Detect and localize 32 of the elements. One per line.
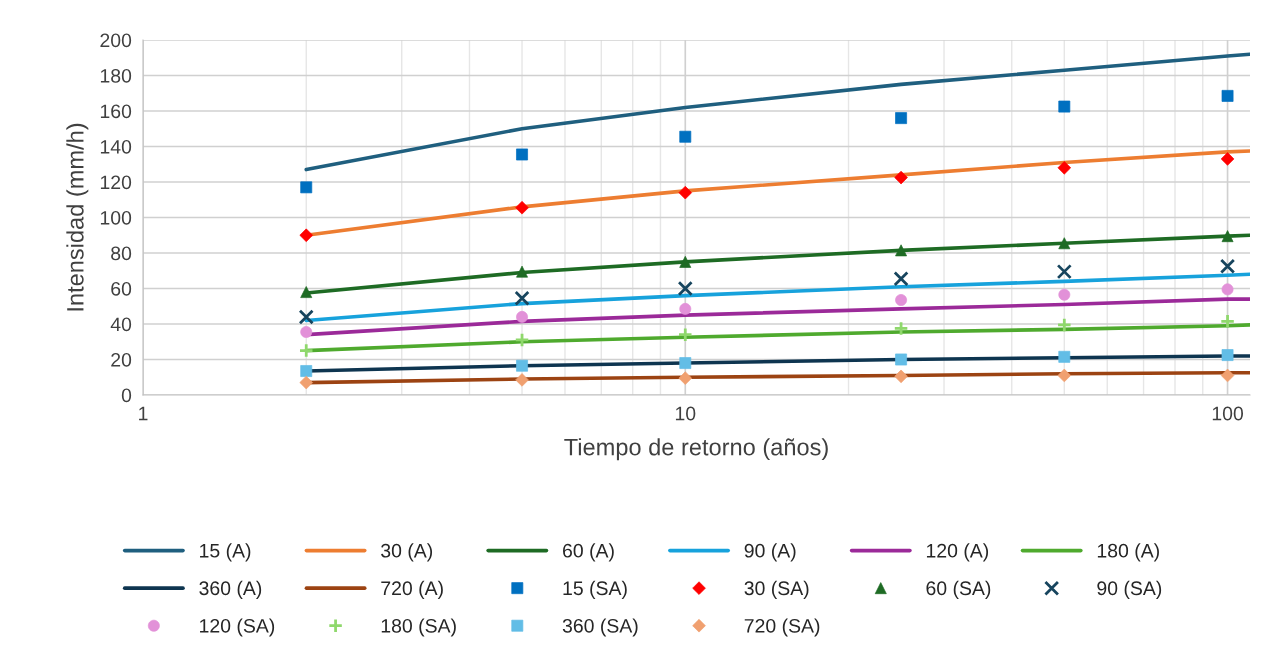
y-tick-label: 200 [100, 33, 132, 48]
y-tick-label: 80 [111, 246, 132, 261]
legend-label: 180 (SA) [381, 618, 456, 637]
y-tick-label: 120 [100, 175, 132, 190]
x-axis-title: Tiempo de retorno (años) [564, 438, 828, 461]
legend-label: 60 (SA) [926, 580, 991, 599]
y-tick-label: 100 [100, 210, 132, 225]
y-tick-label: 20 [111, 352, 132, 367]
legend-label: 15 (SA) [563, 580, 627, 599]
legend-label: 60 (A) [563, 543, 614, 562]
y-tick-label: 180 [100, 68, 132, 83]
legend-label: 120 (SA) [200, 618, 275, 637]
legend-label: 90 (A) [744, 543, 796, 562]
y-tick-label: 160 [100, 104, 132, 119]
x-tick-label: 100 [1212, 406, 1244, 421]
legend-label: 720 (SA) [744, 618, 820, 637]
legend-label: 180 (A) [1097, 543, 1159, 562]
legend-label: 360 (SA) [562, 618, 638, 637]
y-tick-label: 40 [110, 317, 132, 332]
y-tick-label: 140 [100, 139, 132, 154]
y-axis-title: Intensidad (mm/h) [66, 123, 89, 311]
y-tick-label: 0 [121, 388, 132, 403]
legend-label: 15 (A) [200, 543, 251, 562]
legend-label: 720 (A) [381, 580, 443, 599]
legend-label: 90 (SA) [1097, 580, 1162, 599]
x-tick-label: 1 [139, 406, 148, 421]
legend-label: 30 (SA) [744, 580, 809, 599]
legend-label: 30 (A) [381, 543, 433, 562]
y-tick-label: 60 [111, 281, 132, 296]
legend-label: 360 (A) [199, 580, 262, 599]
legend-label: 120 (A) [926, 543, 989, 562]
x-tick-label: 10 [675, 406, 696, 421]
